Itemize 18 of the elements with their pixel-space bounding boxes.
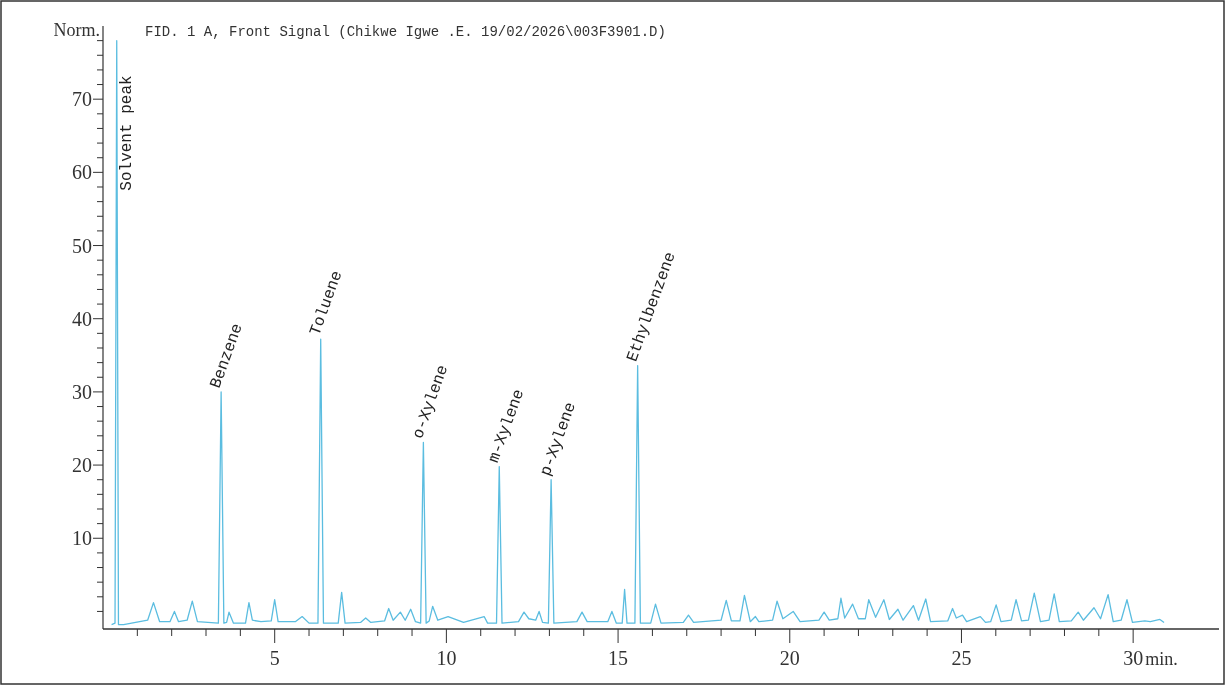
x-axis-title: min.: [1145, 649, 1178, 669]
y-tick-label: 30: [72, 380, 92, 403]
x-tick-label: 15: [608, 647, 629, 669]
x-tick-label: 30: [1123, 647, 1144, 669]
y-tick-label: 40: [72, 307, 92, 330]
x-tick-label: 20: [779, 647, 800, 669]
y-tick-label: 20: [72, 454, 92, 477]
annotation: Solvent peak: [117, 75, 136, 191]
y-tick-label: 50: [72, 234, 92, 257]
y-tick-label: 10: [72, 527, 92, 550]
x-tick-label: 10: [436, 647, 457, 669]
x-tick-label: 5: [269, 647, 280, 669]
line-series: [110, 39, 1165, 626]
chart-title: FID. 1 A, Front Signal (Chikwe Igwe .E. 19/02/2026\003F3901.D): [145, 24, 666, 40]
y-tick-label: 70: [72, 88, 92, 111]
y-axis-title: Norm.: [53, 20, 100, 40]
y-tick-label: 60: [72, 161, 92, 184]
x-tick-label: 25: [951, 647, 972, 669]
